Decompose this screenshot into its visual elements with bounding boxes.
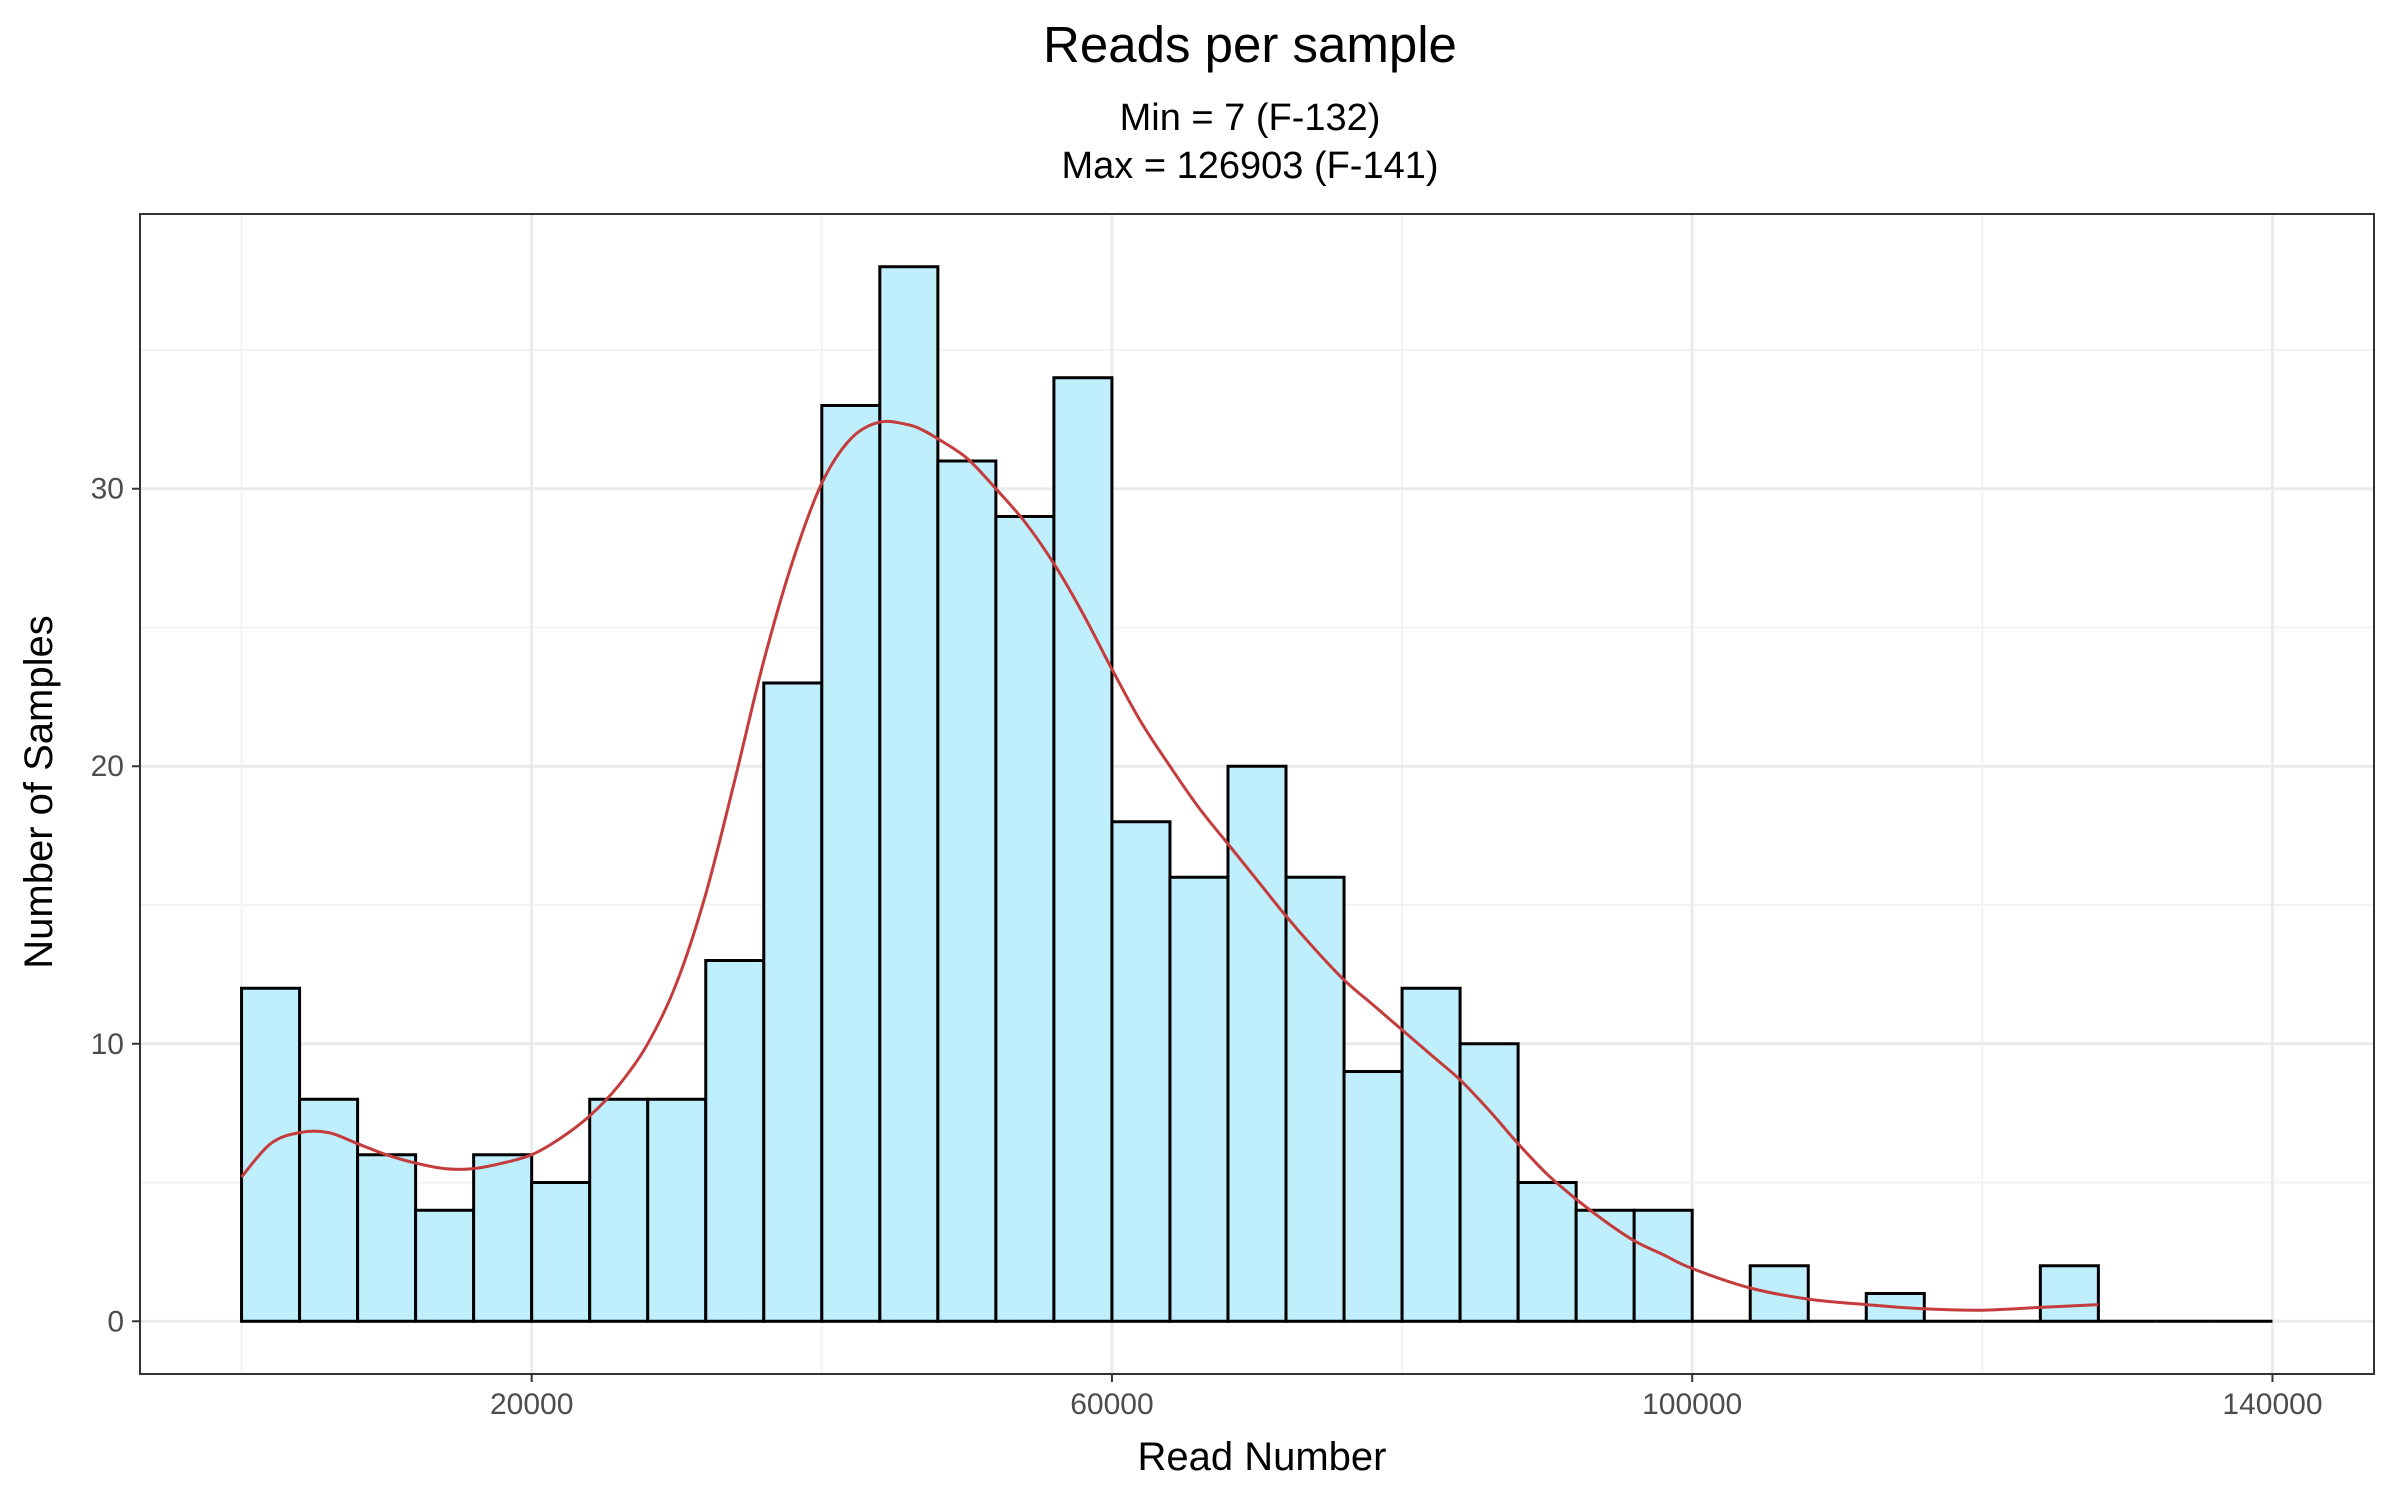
histogram-bars xyxy=(240,265,2273,1323)
histogram-bar xyxy=(1284,875,1346,1323)
histogram-bar xyxy=(704,959,766,1323)
chart-subtitle-max: Max = 126903 (F-141) xyxy=(1061,145,1438,187)
histogram-bar xyxy=(936,459,998,1323)
histogram-bar xyxy=(1110,820,1172,1323)
x-tick-label: 20000 xyxy=(490,1388,573,1421)
chart-title: Reads per sample xyxy=(1043,16,1457,73)
histogram-bar xyxy=(1516,1181,1578,1323)
histogram-bar xyxy=(820,403,882,1323)
histogram-bar xyxy=(1226,764,1288,1323)
density-curve-layer xyxy=(240,419,2099,1312)
histogram-bar xyxy=(646,1097,708,1323)
histogram-bar xyxy=(1052,376,1114,1323)
chart-subtitle-min: Min = 7 (F-132) xyxy=(1120,97,1381,139)
x-tick-label: 100000 xyxy=(1642,1388,1742,1421)
x-axis-title: Read Number xyxy=(1137,1435,1386,1479)
panel-border xyxy=(139,213,2375,1375)
histogram-bar xyxy=(762,681,824,1323)
histogram-bar xyxy=(356,1153,418,1323)
y-axis-title: Number of Samples xyxy=(17,615,61,968)
histogram-bar xyxy=(1342,1070,1404,1323)
axis-ticks: 20000 60000 100000 140000 0 10 20 30 xyxy=(91,473,2323,1421)
histogram-bar xyxy=(414,1208,476,1323)
histogram-bar xyxy=(530,1181,592,1323)
histogram-bar xyxy=(240,986,302,1323)
histogram-bar xyxy=(588,1097,650,1323)
histogram-bar xyxy=(472,1153,534,1323)
x-tick-label: 60000 xyxy=(1070,1388,1153,1421)
density-curve xyxy=(240,419,2099,1312)
x-tick-label: 140000 xyxy=(2222,1388,2322,1421)
histogram-bar xyxy=(1574,1208,1636,1323)
y-tick-label: 0 xyxy=(107,1305,124,1338)
histogram-bar xyxy=(2038,1264,2100,1323)
y-tick-label: 30 xyxy=(91,473,124,506)
histogram-bar xyxy=(1168,875,1230,1323)
histogram-bar xyxy=(878,265,940,1323)
histogram-bar xyxy=(994,514,1056,1323)
histogram-bar xyxy=(298,1097,360,1323)
y-tick-label: 10 xyxy=(91,1028,124,1061)
histogram-bar xyxy=(1400,986,1462,1323)
histogram-bar xyxy=(1458,1042,1520,1323)
y-tick-label: 20 xyxy=(91,750,124,783)
